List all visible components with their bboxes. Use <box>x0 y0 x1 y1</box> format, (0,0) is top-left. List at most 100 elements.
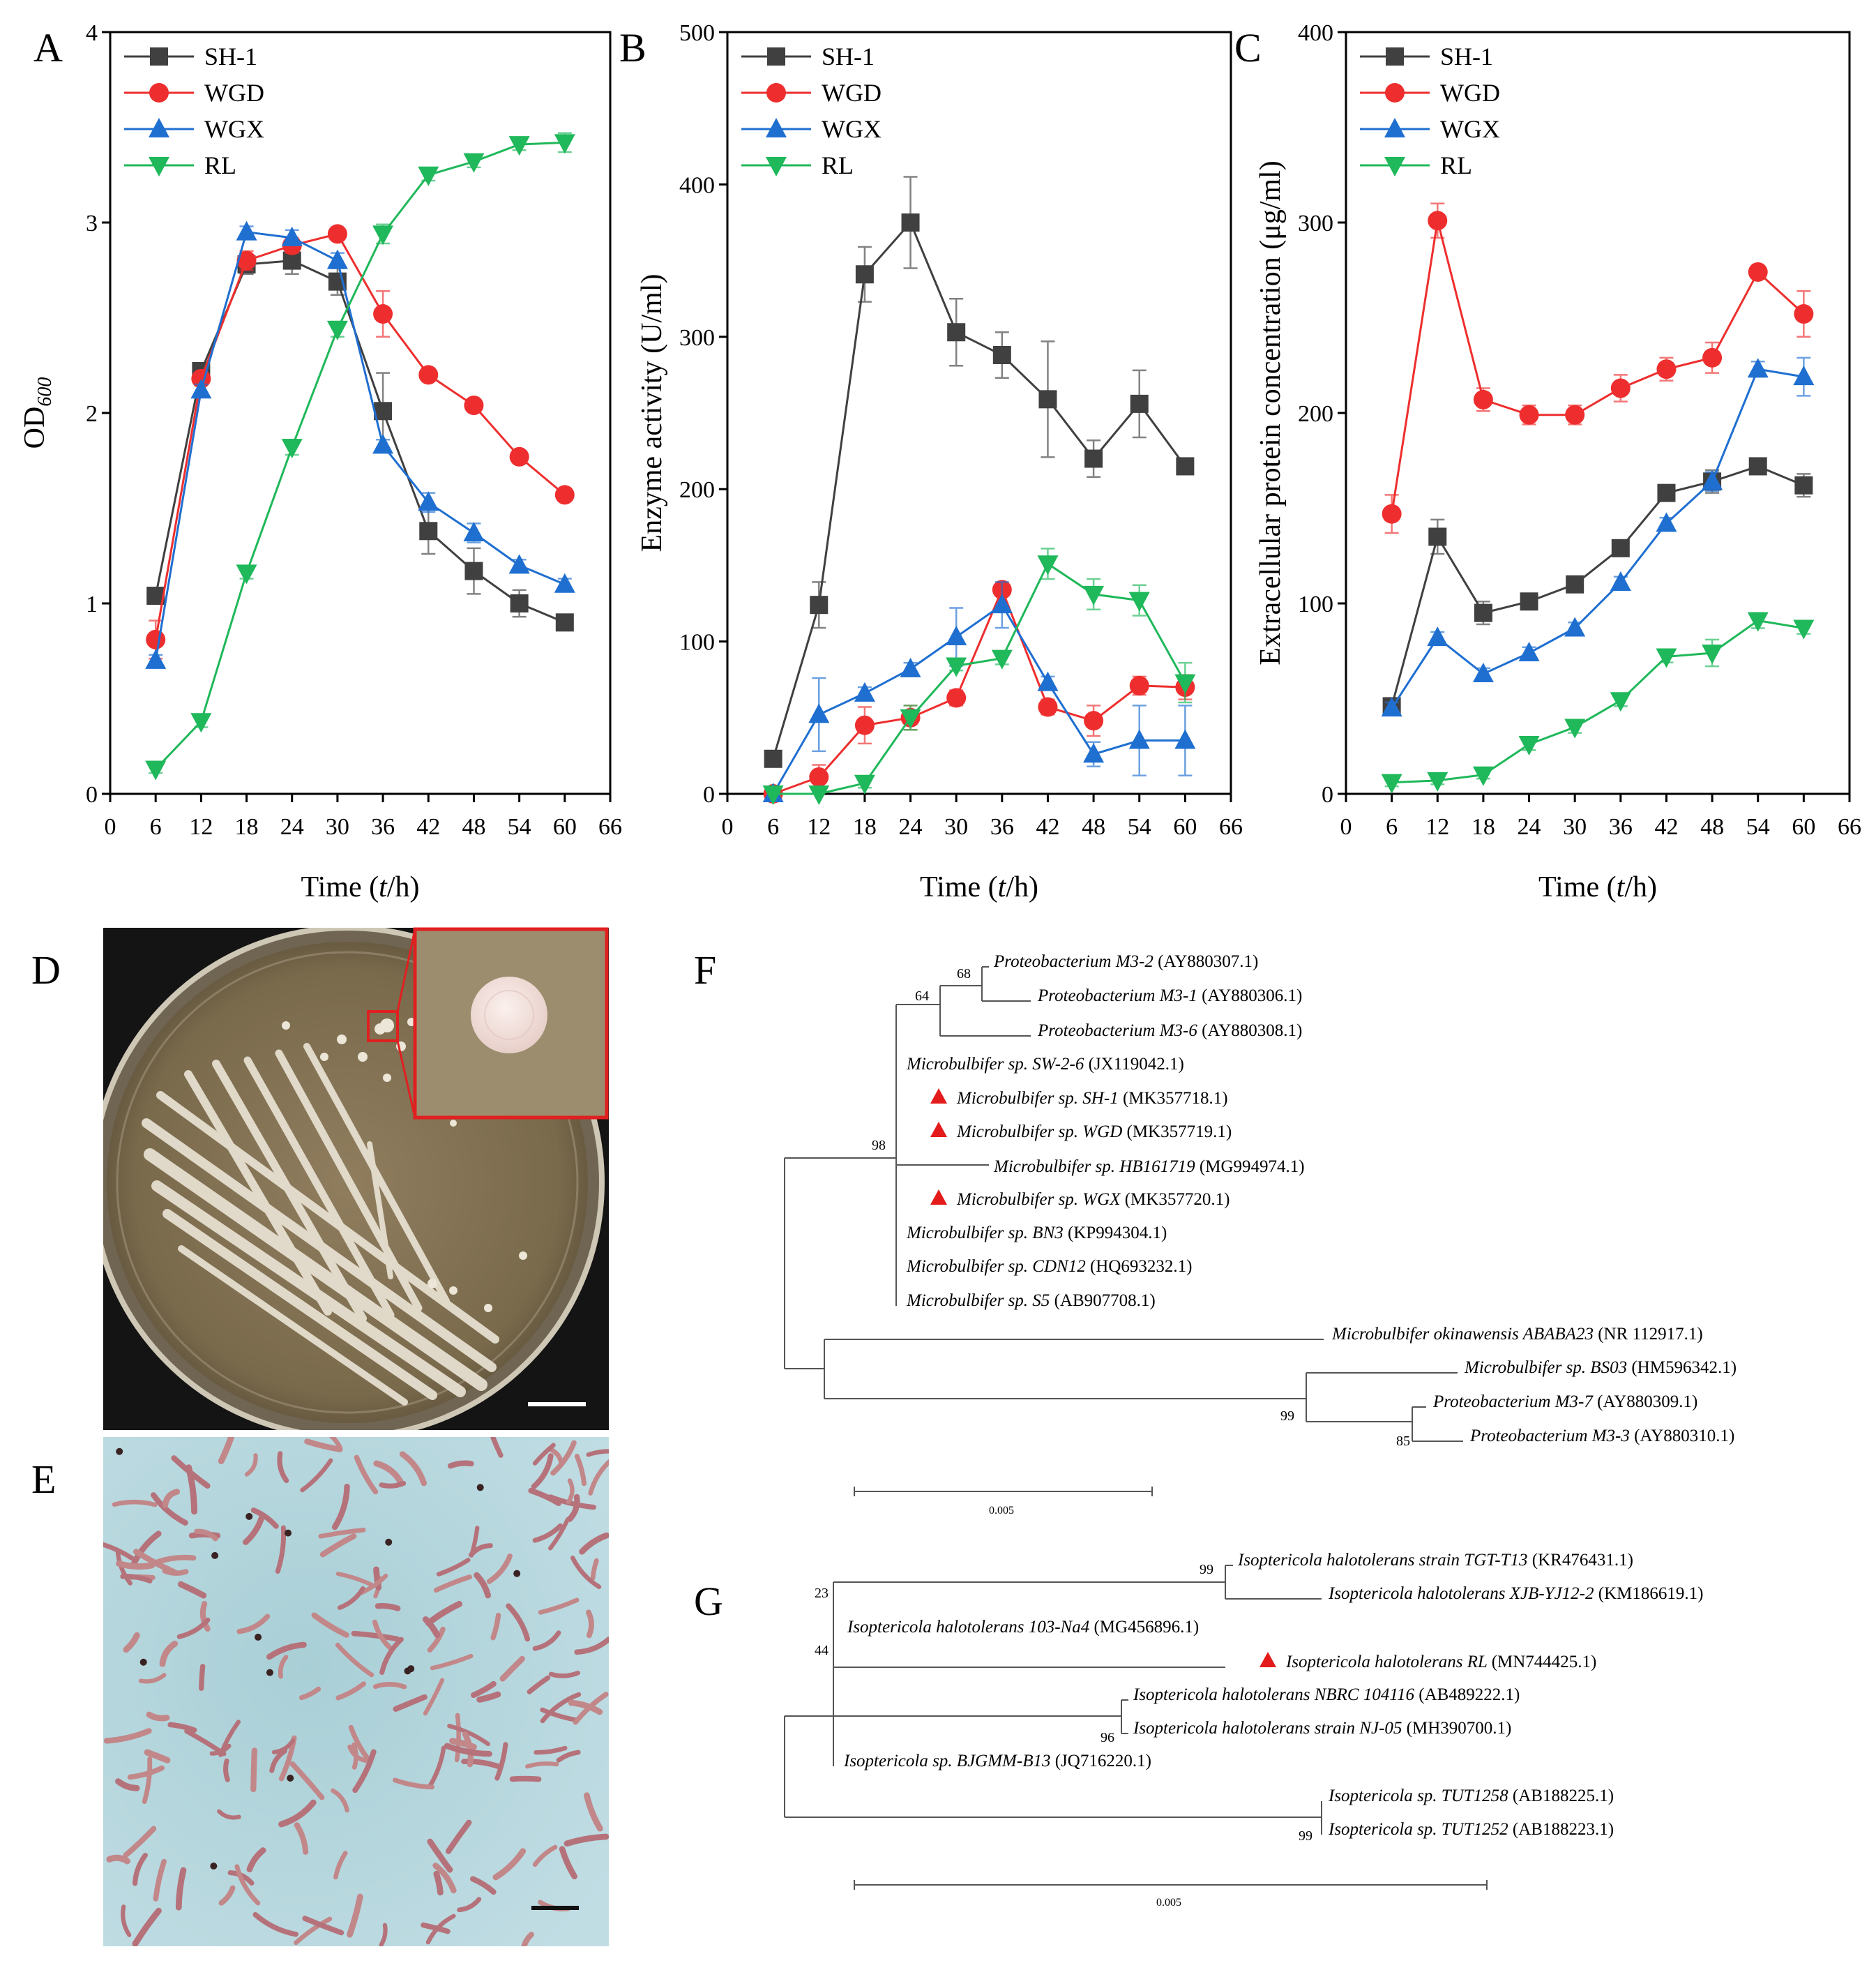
rod-cell <box>468 1543 493 1558</box>
legend-marker <box>1385 83 1405 103</box>
panel-label-d: D <box>31 947 61 993</box>
tree-leaf: Microbulbifer sp. CDN12 (HQ693232.1) <box>906 1257 1192 1276</box>
rod-cell <box>243 1514 265 1545</box>
legend-label: SH-1 <box>1440 43 1493 70</box>
tree-f-branches <box>784 966 1463 1442</box>
data-point <box>854 715 875 735</box>
data-point <box>1657 483 1676 502</box>
red-triangle-marker-icon <box>930 1189 947 1205</box>
rod-cell <box>115 1778 140 1791</box>
x-tick-label: 12 <box>1425 814 1449 840</box>
bootstrap-value: 64 <box>915 988 929 1004</box>
series-sh-1 <box>1382 457 1813 716</box>
x-axis-title: Time (t/h) <box>1538 871 1657 903</box>
x-tick-label: 36 <box>371 814 395 840</box>
rod-cell <box>470 1876 497 1895</box>
red-triangle-marker-icon <box>930 1088 947 1104</box>
rod-cell <box>333 1851 348 1880</box>
debris-dot <box>116 1447 123 1455</box>
rod-cell <box>470 1680 497 1699</box>
panel-label-f: F <box>694 947 716 993</box>
rod-cell <box>331 1788 349 1813</box>
data-point <box>1038 390 1057 409</box>
bootstrap-value: 44 <box>815 1643 829 1658</box>
x-axis-title: Time (t/h) <box>301 871 420 903</box>
y-tick-label: 300 <box>679 325 715 351</box>
data-point <box>946 626 967 646</box>
rod-cell <box>461 1759 503 1770</box>
x-tick-label: 60 <box>553 814 577 840</box>
rod-cell <box>218 1437 235 1464</box>
legend: SH-1 WGD WGX RL <box>124 43 264 179</box>
rod-cell <box>433 1574 472 1593</box>
debris-dot <box>407 1665 415 1673</box>
data-point <box>900 709 921 729</box>
rod-cell <box>175 1867 187 1911</box>
tree-leaf: Isoptericola sp. TUT1252 (AB188223.1) <box>1328 1820 1614 1839</box>
data-point <box>508 554 530 574</box>
colony-closeup <box>471 977 547 1053</box>
tree-leaf: Proteobacterium M3-6 (AY880308.1) <box>1037 1021 1302 1040</box>
data-point <box>1519 405 1539 425</box>
series-line <box>154 231 566 661</box>
photo-d-plate <box>103 927 609 1430</box>
rod-cell <box>347 1893 363 1938</box>
leaf-label: Isoptericola halotolerans strain TGT-T13… <box>1237 1551 1633 1570</box>
legend-label: SH-1 <box>204 43 257 70</box>
phylogenetic-tree-f: F 68 <box>694 947 1737 1517</box>
rod-cell <box>432 1863 457 1894</box>
debris-dot <box>287 1775 294 1782</box>
data-point <box>372 434 394 454</box>
legend-item: RL <box>741 151 854 179</box>
data-point <box>854 774 875 795</box>
bootstrap-value: 99 <box>1280 1408 1294 1424</box>
data-point <box>946 688 967 708</box>
rod-cell <box>121 1904 132 1937</box>
data-point <box>1130 394 1149 413</box>
series-wgd <box>146 224 575 660</box>
data-point <box>855 265 874 284</box>
legend-marker <box>767 47 785 66</box>
leaf-label: Proteobacterium M3-1 (AY880306.1) <box>1037 986 1302 1005</box>
rod-cell <box>494 1742 508 1781</box>
panel-label-c: C <box>1234 25 1262 70</box>
leaf-label: Proteobacterium M3-2 (AY880307.1) <box>993 952 1258 971</box>
data-point <box>1038 697 1058 717</box>
rod-cell <box>300 1458 333 1493</box>
bootstrap-value: 68 <box>957 966 971 982</box>
legend-marker <box>766 157 787 176</box>
leaf-label: Isoptericola halotolerans NBRC 104116 (A… <box>1133 1685 1520 1704</box>
data-point <box>1518 641 1540 661</box>
debris-dot <box>211 1551 219 1559</box>
rod-cell <box>236 1614 271 1634</box>
data-point <box>1794 304 1814 324</box>
data-point <box>1473 389 1493 409</box>
legend-label: RL <box>822 151 854 179</box>
tree-f-bootstraps: 68 64 98 99 85 <box>872 966 1410 1449</box>
series-line <box>1391 220 1805 514</box>
data-point <box>326 249 348 269</box>
series-line <box>772 603 1186 795</box>
red-triangle-marker-icon <box>930 1122 947 1137</box>
x-tick-label: 6 <box>1386 814 1398 840</box>
x-axis-title: Time (t/h) <box>920 871 1038 903</box>
x-tick-label: 60 <box>1792 814 1815 840</box>
legend-marker <box>149 118 169 137</box>
rod-cell <box>354 1454 379 1495</box>
rod-cell <box>584 1792 603 1832</box>
rod-cell <box>373 1460 404 1484</box>
tree-leaf: Isoptericola halotolerans RL (MN744425.1… <box>1260 1652 1596 1671</box>
y-tick-label: 0 <box>1322 782 1333 808</box>
legend: SH-1 WGD WGX RL <box>741 43 882 179</box>
data-point <box>464 396 484 416</box>
data-point <box>463 153 485 173</box>
rod-cell <box>176 1617 211 1639</box>
rod-cell <box>550 1440 577 1476</box>
leaf-label: Microbulbifer sp. WGD (MK357719.1) <box>956 1122 1232 1141</box>
panel-label-e: E <box>31 1457 56 1502</box>
tree-leaf: Proteobacterium M3-1 (AY880306.1) <box>1037 986 1302 1005</box>
rod-cell <box>528 1487 562 1507</box>
legend-item: RL <box>124 151 236 179</box>
legend-item: WGX <box>124 115 264 143</box>
rod-cell <box>445 1819 472 1854</box>
